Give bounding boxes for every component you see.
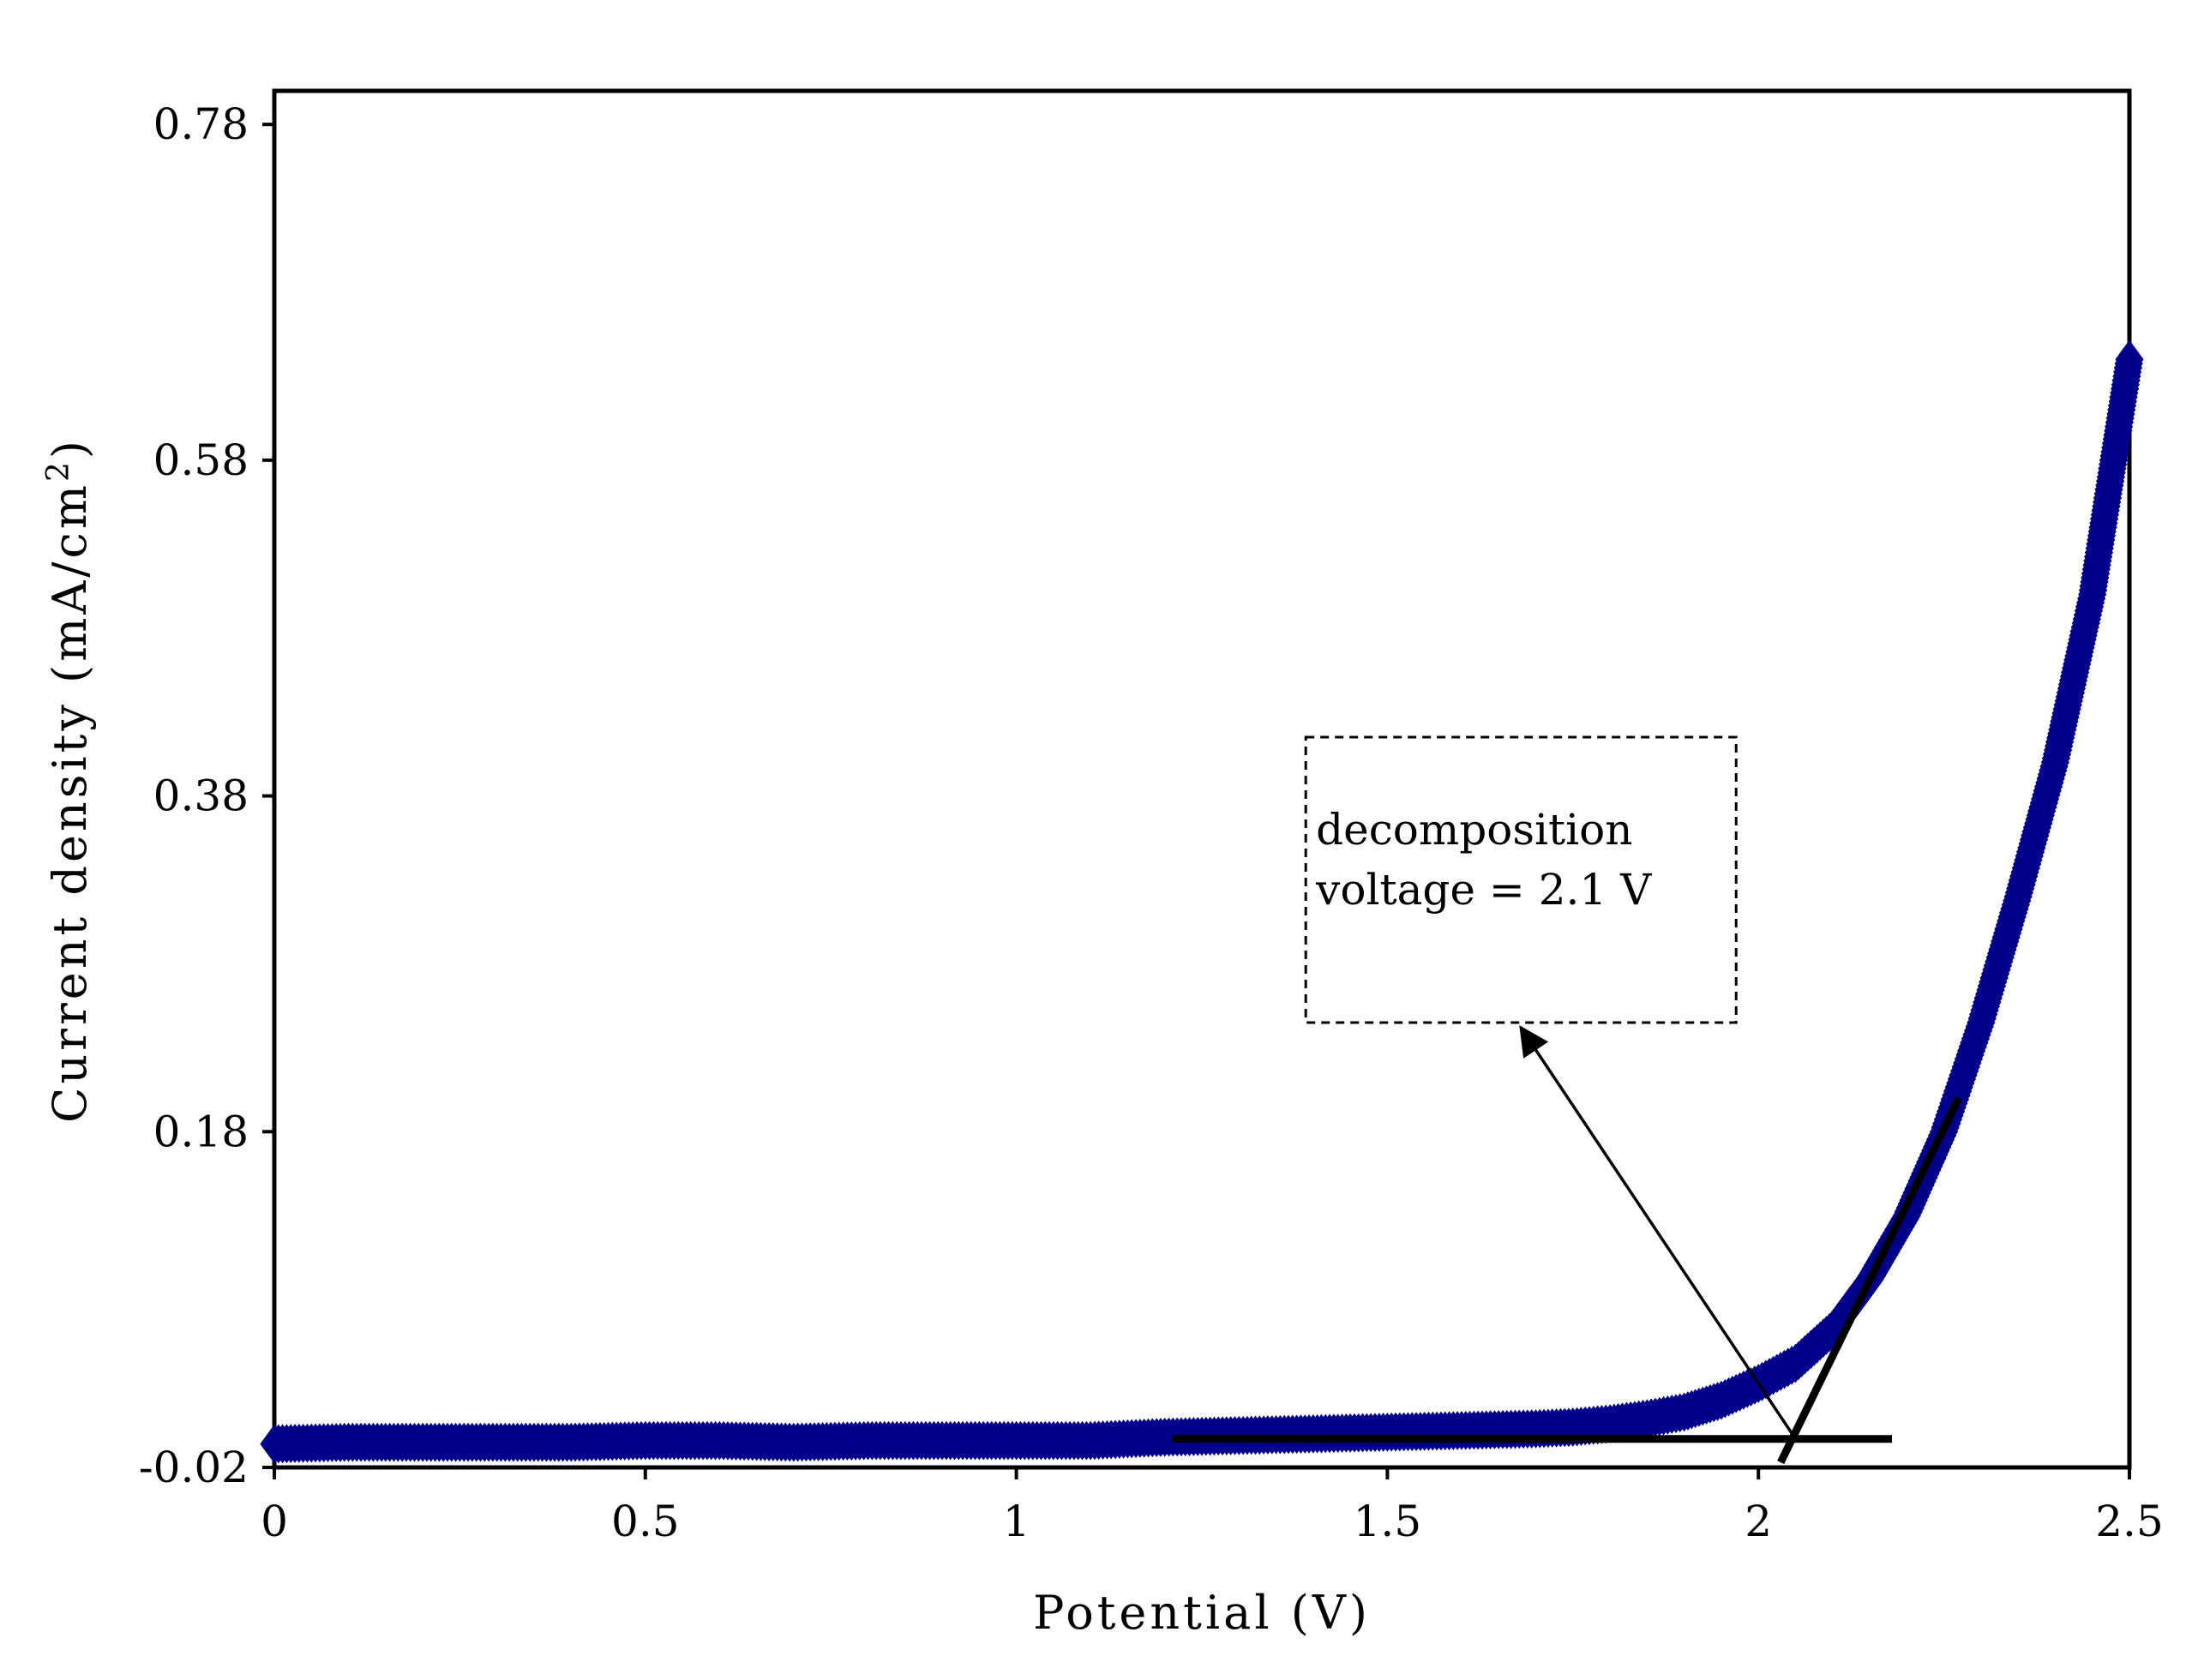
y-tick-label-0: -0.02 — [139, 1443, 249, 1492]
y-axis-ticks: -0.02 0.18 0.38 0.58 0.78 — [139, 99, 274, 1492]
data-point-0-627 — [2115, 339, 2144, 380]
x-axis-ticks: 0 0.5 1 1.5 2 2.5 — [261, 1467, 2164, 1546]
tangent-lines — [1172, 1096, 1962, 1465]
annotation-text-0: decomposition — [1316, 805, 1632, 855]
y-axis-title-close: ) — [43, 437, 97, 459]
annotation-box — [1304, 735, 1738, 1024]
x-axis-title: Potential (V) — [1033, 1586, 1371, 1640]
y-tick-label-3: 0.58 — [153, 435, 249, 485]
x-tick-label-2: 1 — [1003, 1497, 1030, 1546]
annotation-text-1: voltage = 2.1 V — [1315, 865, 1652, 915]
y-tick-label-4: 0.78 — [153, 99, 249, 149]
y-axis-title: Current density (mA/cm2) — [41, 437, 97, 1123]
x-tick-label-4: 2 — [1745, 1497, 1772, 1546]
x-tick-label-3: 1.5 — [1354, 1497, 1422, 1546]
x-tick-label-0: 0 — [261, 1497, 288, 1546]
tangent-line-1 — [1777, 1096, 1962, 1465]
y-axis-title-main: Current density (mA/cm — [43, 482, 97, 1123]
plot-area — [272, 88, 2132, 1470]
y-tick-label-2: 0.38 — [153, 771, 249, 821]
x-tick-label-5: 2.5 — [2095, 1497, 2164, 1546]
y-tick-label-1: 0.18 — [153, 1107, 249, 1156]
annotation: decomposition voltage = 2.1 V — [1304, 735, 1797, 1440]
y-axis-title-superscript: 2 — [41, 459, 76, 482]
x-tick-label-1: 0.5 — [611, 1497, 680, 1546]
data-series — [260, 339, 2144, 1464]
annotation-arrow — [1519, 1025, 1797, 1440]
